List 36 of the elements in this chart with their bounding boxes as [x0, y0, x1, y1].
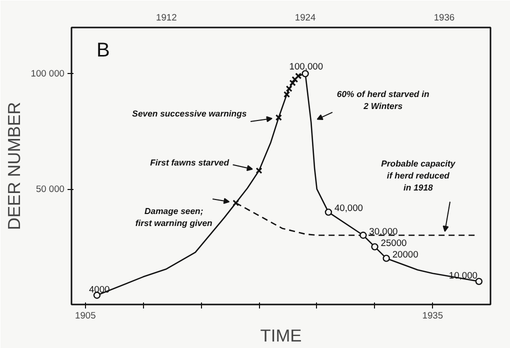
data-label: 20000 — [392, 249, 418, 260]
point — [324, 208, 332, 216]
annotation: Seven successive warnings — [132, 108, 247, 119]
annotation: Probable capacity if herd reduced in 1918 — [381, 158, 456, 192]
text: B — [96, 40, 110, 62]
data-label: 10,000 — [448, 270, 478, 280]
data-label: 100,000 — [289, 62, 324, 72]
y-axis-title: DEER NUMBER — [4, 102, 24, 230]
annotation: 60% of herd starved in 2 Winters — [336, 89, 430, 112]
point — [289, 80, 296, 86]
point — [295, 72, 302, 80]
point — [475, 278, 483, 286]
point — [382, 254, 390, 262]
annotation: Damage seen; first warning given — [135, 206, 212, 228]
y-tick-label: 50 000 — [36, 184, 64, 194]
x-tick-label: 1935 — [422, 310, 444, 320]
point — [284, 91, 290, 98]
data-label: 30,000 — [369, 226, 398, 236]
point — [360, 232, 367, 239]
annotation: First fawns starved — [150, 158, 230, 168]
y-tick-label: 100 000 — [30, 68, 65, 79]
point — [286, 85, 292, 92]
x2-tick-label: 1912 — [156, 12, 177, 22]
x2-tick-label: 1936 — [434, 12, 455, 22]
data-label: 40,000 — [334, 203, 363, 214]
point — [256, 167, 262, 174]
x-tick-label: 1905 — [75, 310, 96, 320]
point — [302, 70, 309, 78]
data-label: 25000 — [380, 238, 407, 248]
x2-tick-label: 1924 — [294, 12, 316, 22]
point — [275, 114, 282, 121]
point — [292, 76, 298, 83]
line-series — [235, 202, 476, 236]
point — [232, 200, 240, 206]
x-axis-title: TIME — [260, 326, 302, 346]
point — [371, 243, 378, 250]
